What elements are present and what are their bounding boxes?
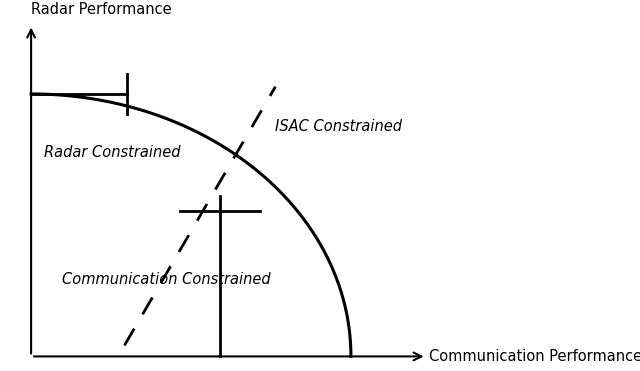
Text: Communication Performance: Communication Performance: [429, 349, 640, 364]
Text: Communication Constrained: Communication Constrained: [62, 272, 271, 288]
Text: Radar Performance: Radar Performance: [31, 2, 172, 17]
Text: Radar Constrained: Radar Constrained: [44, 145, 181, 160]
Text: ISAC Constrained: ISAC Constrained: [275, 119, 403, 134]
